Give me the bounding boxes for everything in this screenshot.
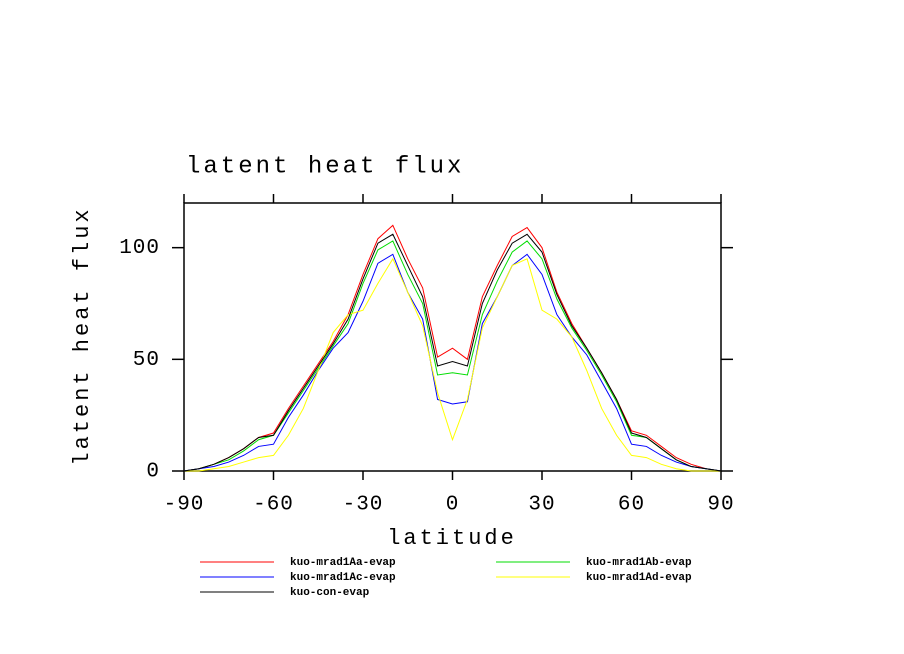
chart-title: latent heat flux [186,153,464,180]
series-line [183,253,722,472]
plot-frame [183,202,722,472]
legend-label: kuo-mrad1Aa-evap [290,557,396,569]
legend-label: kuo-mrad1Ad-evap [586,572,692,584]
legend-label: kuo-mrad1Ac-evap [290,572,396,584]
x-axis-label: latitude [387,526,517,551]
x-tick-label: 90 [707,494,734,517]
x-tick-label: -30 [343,494,384,517]
x-tick-label: -60 [253,494,294,517]
y-axis-label: latent heat flux [70,206,95,465]
legend-label: kuo-mrad1Ab-evap [586,557,692,569]
y-tick-label: 0 [146,461,160,484]
x-tick-label: 30 [528,494,555,517]
x-tick-label: 60 [618,494,645,517]
x-tick-label: 0 [446,494,460,517]
x-tick-label: -90 [164,494,205,517]
series-line [183,233,722,472]
y-tick-label: 50 [133,349,160,372]
series-line [183,224,722,472]
legend-label: kuo-con-evap [290,587,370,599]
series-line [184,257,721,472]
y-tick-label: 100 [119,237,160,260]
